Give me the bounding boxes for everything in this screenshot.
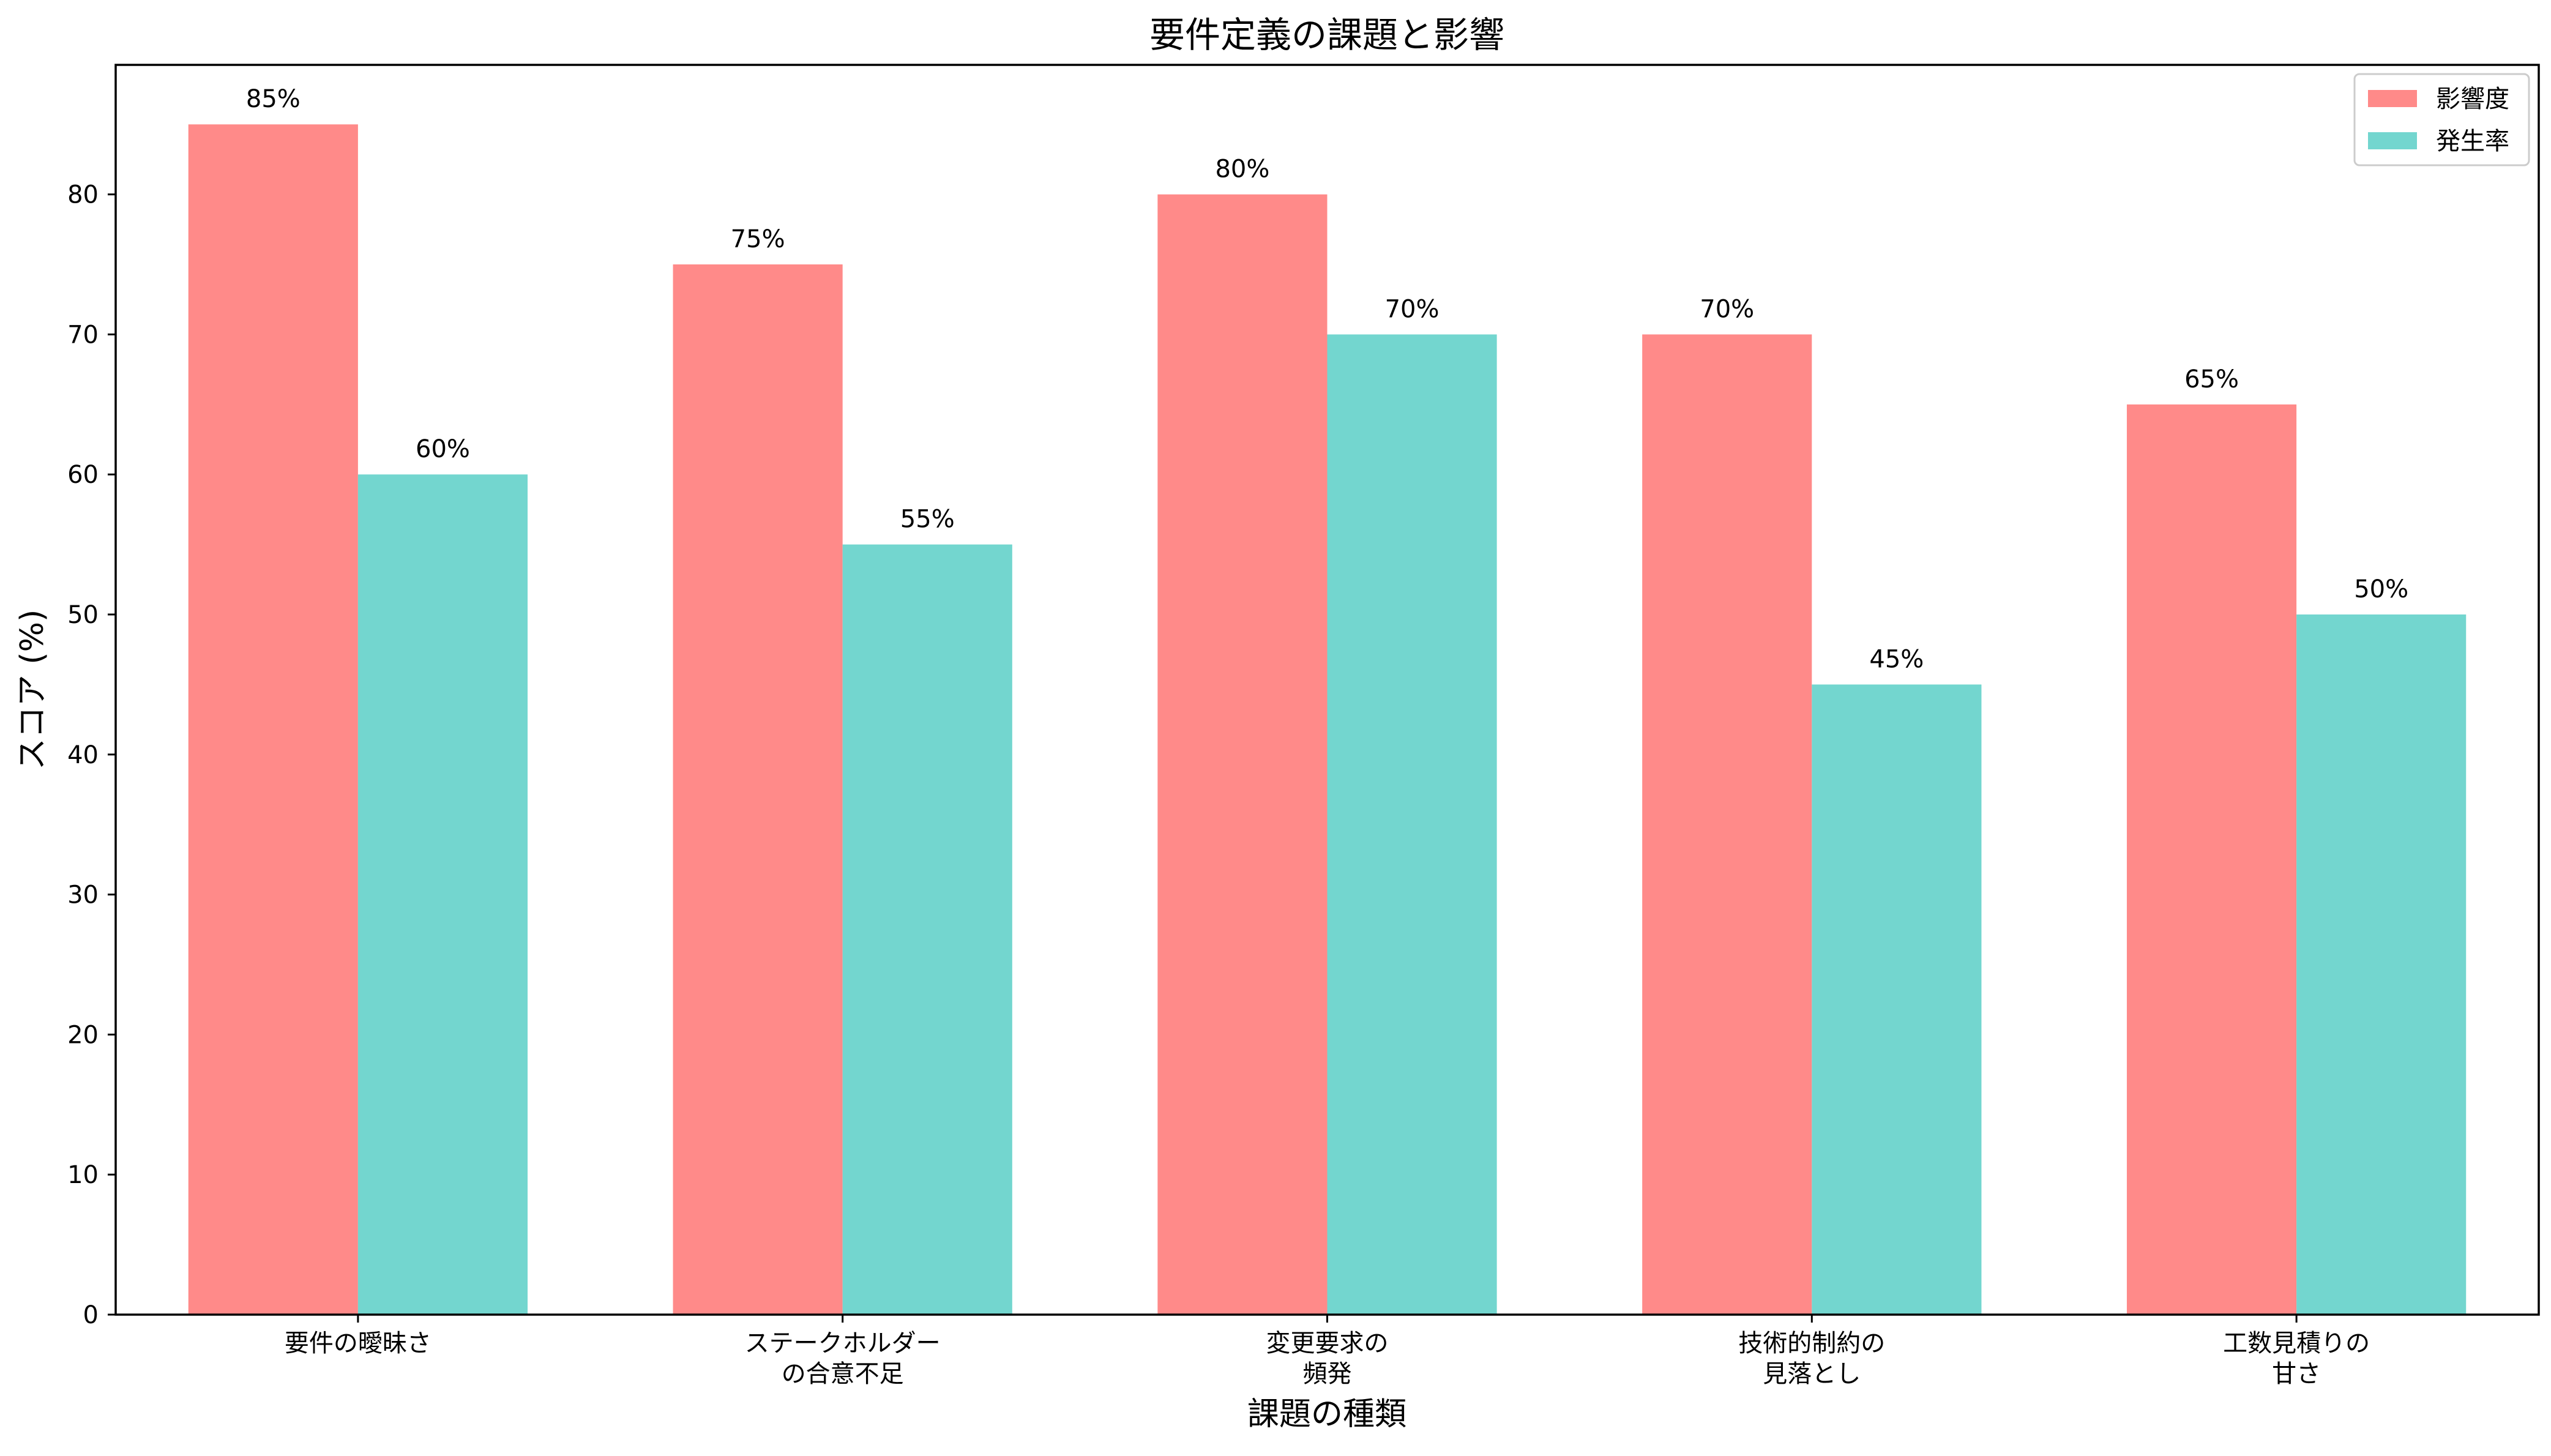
x-tick-label-3: 技術的制約の見落とし — [1738, 1329, 1885, 1388]
y-axis: 0 10 20 30 40 50 60 70 80 — [67, 181, 116, 1329]
value-label-occurrence-3: 45% — [1869, 645, 1924, 673]
y-tick-label: 40 — [67, 741, 99, 769]
bar-impact-3 — [1642, 334, 1812, 1315]
y-tick-label: 30 — [67, 881, 99, 909]
y-tick-label: 50 — [67, 601, 99, 629]
value-label-impact-1: 75% — [731, 225, 785, 253]
legend-swatch-0 — [2368, 90, 2417, 107]
value-label-occurrence-0: 60% — [416, 435, 470, 463]
value-labels-layer: 85% 75% 80% 70% 65% 60% 55% 70% 45% 50% — [246, 85, 2408, 673]
bar-impact-1 — [673, 264, 843, 1315]
bar-impact-0 — [188, 124, 358, 1315]
bar-impact-2 — [1157, 194, 1328, 1315]
y-tick-label: 10 — [67, 1161, 99, 1189]
x-tick-label-4: 工数見積りの甘さ — [2223, 1329, 2370, 1388]
value-label-occurrence-1: 55% — [900, 506, 955, 534]
bar-impact-4 — [2126, 404, 2297, 1315]
bar-occurrence-1 — [842, 544, 1012, 1315]
x-tick-label-0: 要件の曖昧さ — [285, 1329, 431, 1357]
x-tick-label-1: ステークホルダーの合意不足 — [745, 1329, 941, 1388]
value-label-impact-3: 70% — [1700, 295, 1754, 323]
y-axis-title: スコア (%) — [14, 610, 51, 771]
y-tick-label: 60 — [67, 461, 99, 489]
bar-occurrence-3 — [1812, 684, 1982, 1315]
y-tick-label: 0 — [83, 1301, 99, 1329]
chart-title: 要件定義の課題と影響 — [1149, 14, 1504, 56]
plot-frame — [114, 64, 2540, 1316]
value-label-impact-2: 80% — [1215, 155, 1269, 184]
legend-swatch-1 — [2368, 132, 2417, 149]
value-label-impact-4: 65% — [2184, 365, 2239, 394]
bars-layer — [188, 124, 2467, 1315]
x-axis-title: 課題の種類 — [1247, 1396, 1406, 1433]
value-label-impact-0: 85% — [246, 85, 301, 113]
value-label-occurrence-2: 70% — [1385, 295, 1440, 323]
bar-occurrence-4 — [2296, 614, 2467, 1315]
legend-label-1: 発生率 — [2436, 127, 2509, 155]
y-tick-label: 80 — [67, 181, 99, 209]
y-tick-label: 70 — [67, 321, 99, 349]
bar-occurrence-2 — [1327, 334, 1497, 1315]
bar-occurrence-0 — [357, 474, 528, 1315]
x-tick-label-2: 変更要求の頻発 — [1266, 1329, 1389, 1388]
y-tick-label: 20 — [67, 1021, 99, 1049]
value-label-occurrence-4: 50% — [2354, 575, 2408, 603]
legend-label-0: 影響度 — [2436, 85, 2509, 113]
x-axis: 要件の曖昧さ ステークホルダーの合意不足 変更要求の頻発 技術的制約の見落とし 工数見積… — [285, 1315, 2370, 1388]
